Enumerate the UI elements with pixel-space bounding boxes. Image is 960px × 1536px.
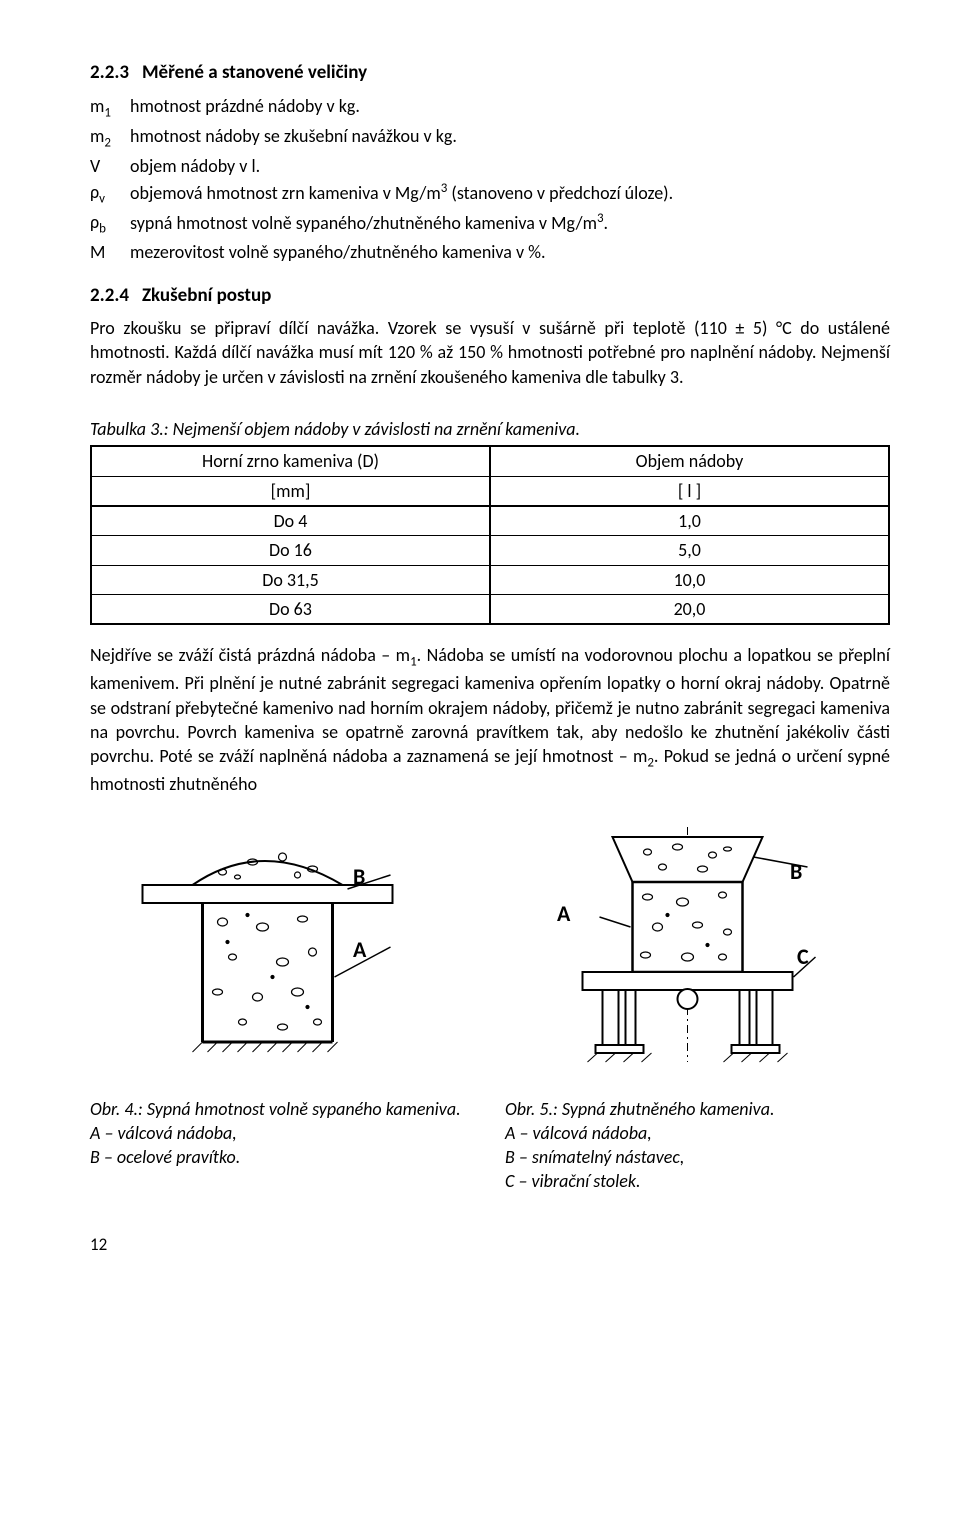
- def-sym: M: [90, 240, 130, 264]
- figure-5-caption: Obr. 5.: Sypná zhutněného kameniva. A – …: [505, 1097, 890, 1194]
- th-col2-a: Objem nádoby: [490, 446, 889, 476]
- figure-5-image: A B C: [505, 827, 890, 1067]
- def-row: m2hmotnost nádoby se zkušební navážkou v…: [90, 124, 890, 152]
- def-txt: hmotnost nádoby se zkušební navážkou v k…: [130, 124, 457, 152]
- def-row: Vobjem nádoby v l.: [90, 154, 890, 178]
- fig4-l2: B – ocelové pravítko.: [90, 1145, 475, 1169]
- table-caption: Tabulka 3.: Nejmenší objem nádoby v závi…: [90, 417, 890, 441]
- fig5-label-c: C: [797, 942, 809, 972]
- fig4-label-a: A: [353, 935, 366, 965]
- fig5-l3: C – vibrační stolek.: [505, 1169, 890, 1193]
- th-col1-b: [mm]: [91, 476, 490, 506]
- table-cell: 10,0: [490, 565, 889, 594]
- fig5-label-b: B: [790, 857, 802, 887]
- figure-5: A B C Obr. 5.: Sypná zhutněného kameniva…: [505, 827, 890, 1194]
- def-txt: mezerovitost volně sypaného/zhutněného k…: [130, 240, 546, 264]
- table-cell: Do 63: [91, 594, 490, 624]
- section-heading: 2.2.3 Měřené a stanovené veličiny: [90, 60, 890, 86]
- fig5-l1: A – válcová nádoba,: [505, 1121, 890, 1145]
- volume-table: Horní zrno kameniva (D) Objem nádoby [mm…: [90, 445, 890, 625]
- section-heading-2: 2.2.4 Zkušební postup: [90, 283, 890, 309]
- figure-4-image: B A: [90, 827, 475, 1067]
- def-sym: V: [90, 154, 130, 178]
- section-title: Měřené a stanovené veličiny: [142, 61, 367, 84]
- fig5-cap: Obr. 5.: Sypná zhutněného kameniva.: [505, 1097, 890, 1121]
- fig5-l2: B – snímatelný nástavec,: [505, 1145, 890, 1169]
- fig4-label-b: B: [353, 862, 365, 892]
- def-sym: ρv: [90, 180, 130, 208]
- table-cell: 20,0: [490, 594, 889, 624]
- figures-row: B A Obr. 4.: Sypná hmotnost volně sypané…: [90, 827, 890, 1194]
- def-txt: objemová hmotnost zrn kameniva v Mg/m3 (…: [130, 180, 673, 208]
- def-txt: sypná hmotnost volně sypaného/zhutněného…: [130, 210, 608, 238]
- def-sym: ρb: [90, 210, 130, 238]
- table-cell: Do 31,5: [91, 565, 490, 594]
- section-number-2: 2.2.4: [90, 284, 129, 307]
- definitions-list: m1hmotnost prázdné nádoby v kg. m2hmotno…: [90, 94, 890, 265]
- def-sym: m2: [90, 124, 130, 152]
- fig4-l1: A – válcová nádoba,: [90, 1121, 475, 1145]
- paragraph-1: Pro zkoušku se připraví dílčí navážka. V…: [90, 316, 890, 389]
- paragraph-2: Nejdříve se zváží čistá prázdná nádoba –…: [90, 643, 890, 796]
- def-row: ρbsypná hmotnost volně sypaného/zhutněné…: [90, 210, 890, 238]
- table-cell: 1,0: [490, 506, 889, 536]
- section-title-2: Zkušební postup: [142, 284, 271, 307]
- figure-4: B A Obr. 4.: Sypná hmotnost volně sypané…: [90, 827, 475, 1194]
- fig4-cap: Obr. 4.: Sypná hmotnost volně sypaného k…: [90, 1097, 475, 1121]
- def-row: Mmezerovitost volně sypaného/zhutněného …: [90, 240, 890, 264]
- section-number: 2.2.3: [90, 61, 129, 84]
- th-col2-b: [ l ]: [490, 476, 889, 506]
- def-txt: hmotnost prázdné nádoby v kg.: [130, 94, 360, 122]
- th-col1-a: Horní zrno kameniva (D): [91, 446, 490, 476]
- table-cell: Do 4: [91, 506, 490, 536]
- fig5-label-a: A: [557, 899, 570, 929]
- def-row: m1hmotnost prázdné nádoby v kg.: [90, 94, 890, 122]
- page-number: 12: [90, 1234, 890, 1257]
- table-cell: 5,0: [490, 536, 889, 565]
- def-txt: objem nádoby v l.: [130, 154, 260, 178]
- def-row: ρvobjemová hmotnost zrn kameniva v Mg/m3…: [90, 180, 890, 208]
- def-sym: m1: [90, 94, 130, 122]
- table-cell: Do 16: [91, 536, 490, 565]
- figure-4-caption: Obr. 4.: Sypná hmotnost volně sypaného k…: [90, 1097, 475, 1170]
